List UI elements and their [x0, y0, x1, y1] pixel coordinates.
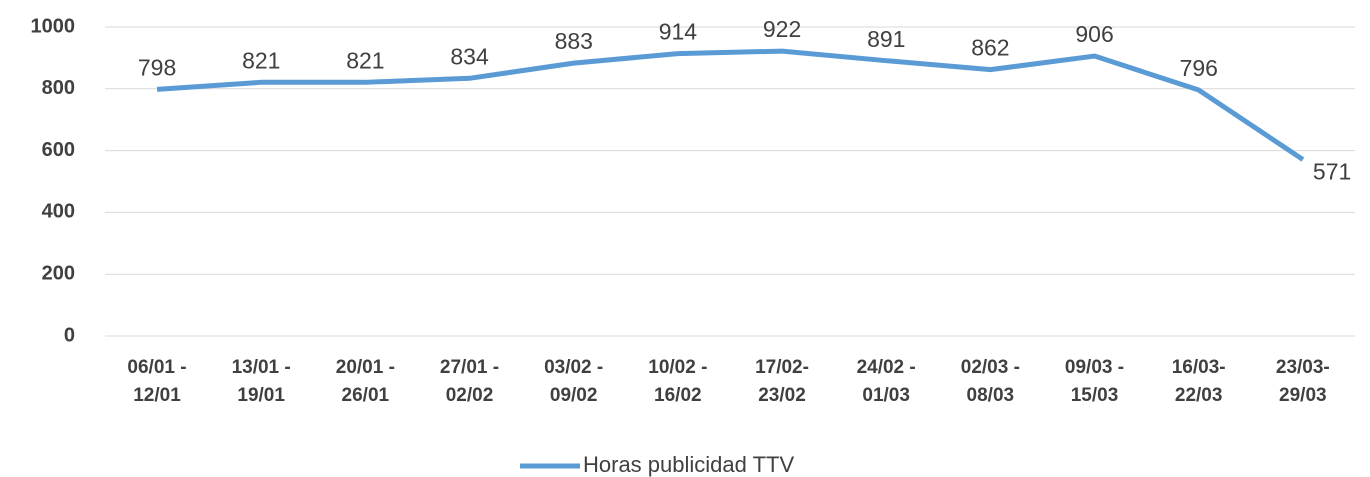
data-label: 883 — [555, 28, 593, 54]
y-tick-label: 400 — [42, 201, 75, 223]
x-tick-label: 06/01 - 12/01 — [127, 357, 187, 406]
data-label: 862 — [971, 35, 1009, 61]
data-label: 891 — [867, 26, 905, 52]
x-tick-label: 27/01 - 02/02 — [439, 357, 500, 406]
y-tick-label: 0 — [64, 324, 75, 346]
x-tick-label: 23/03- 29/03 — [1275, 357, 1330, 406]
data-label: 571 — [1313, 159, 1351, 185]
y-tick-label: 800 — [42, 77, 75, 99]
x-tick-label: 02/03 - 08/03 — [960, 357, 1020, 406]
data-label: 914 — [659, 19, 698, 45]
data-label: 821 — [346, 47, 384, 73]
y-tick-label: 1000 — [31, 15, 76, 37]
data-label: 922 — [763, 16, 801, 42]
x-tick-label: 16/03- 22/03 — [1171, 357, 1226, 406]
line — [156, 48, 1305, 162]
y-tick-label: 600 — [42, 139, 75, 161]
x-tick-label: 10/02 - 16/02 — [648, 357, 708, 406]
data-label: 796 — [1180, 55, 1218, 81]
data-label: 821 — [242, 47, 280, 73]
x-tick-label: 03/02 - 09/02 — [544, 357, 604, 406]
x-tick-label: 17/02- 23/02 — [755, 357, 809, 406]
data-label: 798 — [138, 54, 176, 80]
x-tick-label: 09/03 - 15/03 — [1064, 357, 1125, 406]
data-label: 906 — [1075, 21, 1113, 47]
legend-label: Horas publicidad TTV — [583, 452, 794, 477]
y-tick-label: 200 — [42, 262, 75, 284]
x-tick-label: 20/01 - 26/01 — [335, 357, 395, 406]
data-label: 834 — [450, 43, 489, 69]
x-tick-label: 13/01 - 19/01 — [231, 357, 291, 406]
x-tick-label: 24/02 - 01/03 — [856, 357, 916, 406]
